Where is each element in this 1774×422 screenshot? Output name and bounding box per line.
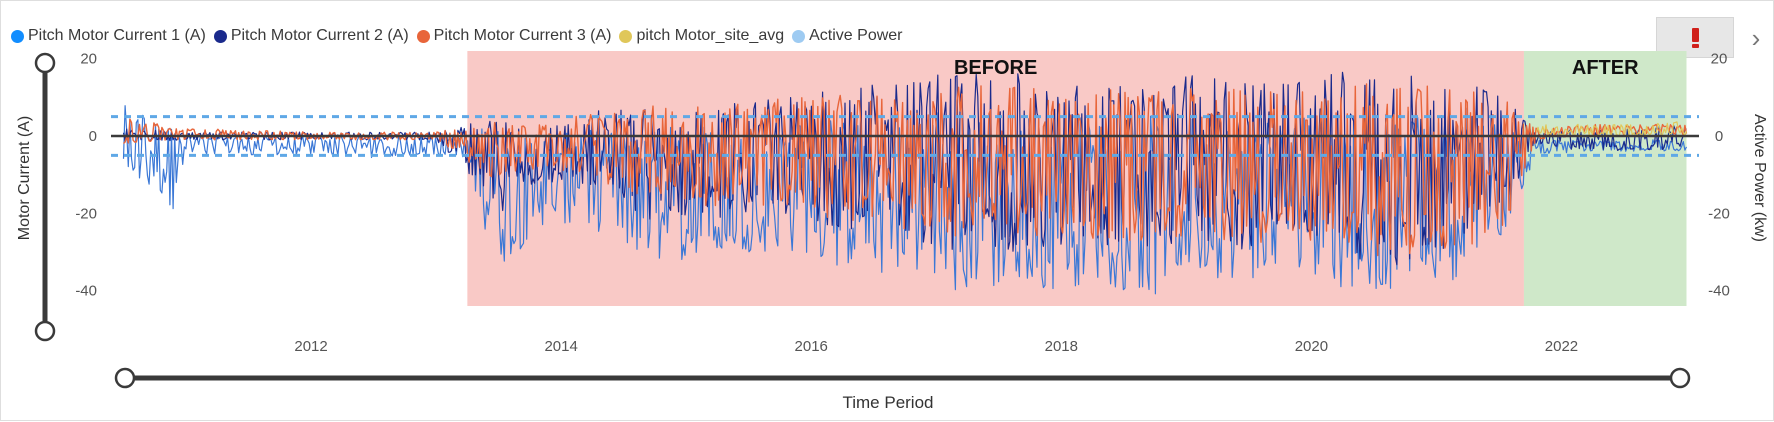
x-tick-label: 2018 (1045, 338, 1078, 355)
x-tick-label: 2022 (1545, 338, 1578, 355)
legend-marker (11, 29, 24, 43)
legend-item-current-2[interactable]: Pitch Motor Current 2 (A) (213, 27, 409, 45)
x-tick-label: 2020 (1295, 338, 1328, 355)
y-axis-title: Motor Current (A) (16, 116, 33, 240)
legend: Pitch Motor Current 1 (A) Pitch Motor Cu… (11, 25, 911, 47)
legend-label: Pitch Motor Current 3 (A) (433, 27, 612, 44)
y-tick-label: 20 (80, 51, 97, 68)
x-tick-label: 2016 (795, 338, 828, 355)
y-tick-label: -40 (75, 283, 97, 300)
y-tick-label: -20 (75, 205, 97, 222)
x-tick-label: 2012 (294, 338, 327, 355)
legend-marker (213, 29, 227, 43)
y2-tick-label: 20 (1711, 51, 1728, 68)
x-axis-title: Time Period (842, 393, 934, 412)
legend-marker (416, 29, 430, 43)
horizontal-slider-handle-right[interactable] (1669, 367, 1691, 389)
vertical-slider-handle-bottom[interactable] (34, 320, 56, 342)
chevron-right-icon[interactable]: › (1751, 23, 1761, 53)
legend-label: Active Power (809, 27, 903, 44)
horizontal-slider-handle-left[interactable] (114, 367, 136, 389)
series-line-3 (123, 83, 1688, 257)
y2-tick-label: 0 (1715, 128, 1723, 145)
legend-item-current-1[interactable]: Pitch Motor Current 1 (A) (11, 27, 206, 45)
vertical-slider-handle-top[interactable] (34, 52, 56, 74)
x-tick-label: 2014 (544, 338, 577, 355)
legend-label: pitch Motor_site_avg (636, 27, 785, 44)
legend-item-active-power[interactable]: Active Power (792, 27, 903, 45)
region-label: BEFORE (954, 57, 1037, 79)
y2-axis-title: Active Power (kw) (1751, 114, 1768, 242)
legend-item-site-avg[interactable]: pitch Motor_site_avg (619, 27, 784, 45)
legend-marker (792, 29, 806, 43)
legend-item-current-3[interactable]: Pitch Motor Current 3 (A) (416, 27, 612, 45)
y2-tick-label: -40 (1708, 283, 1730, 300)
region-label: AFTER (1572, 57, 1639, 79)
region-after (1523, 51, 1687, 306)
warning-icon (1691, 27, 1699, 48)
y-tick-label: 0 (89, 128, 97, 145)
legend-label: Pitch Motor Current 2 (A) (230, 27, 409, 44)
legend-label: Pitch Motor Current 1 (A) (28, 27, 206, 44)
y2-tick-label: -20 (1708, 205, 1730, 222)
legend-marker (619, 29, 633, 43)
